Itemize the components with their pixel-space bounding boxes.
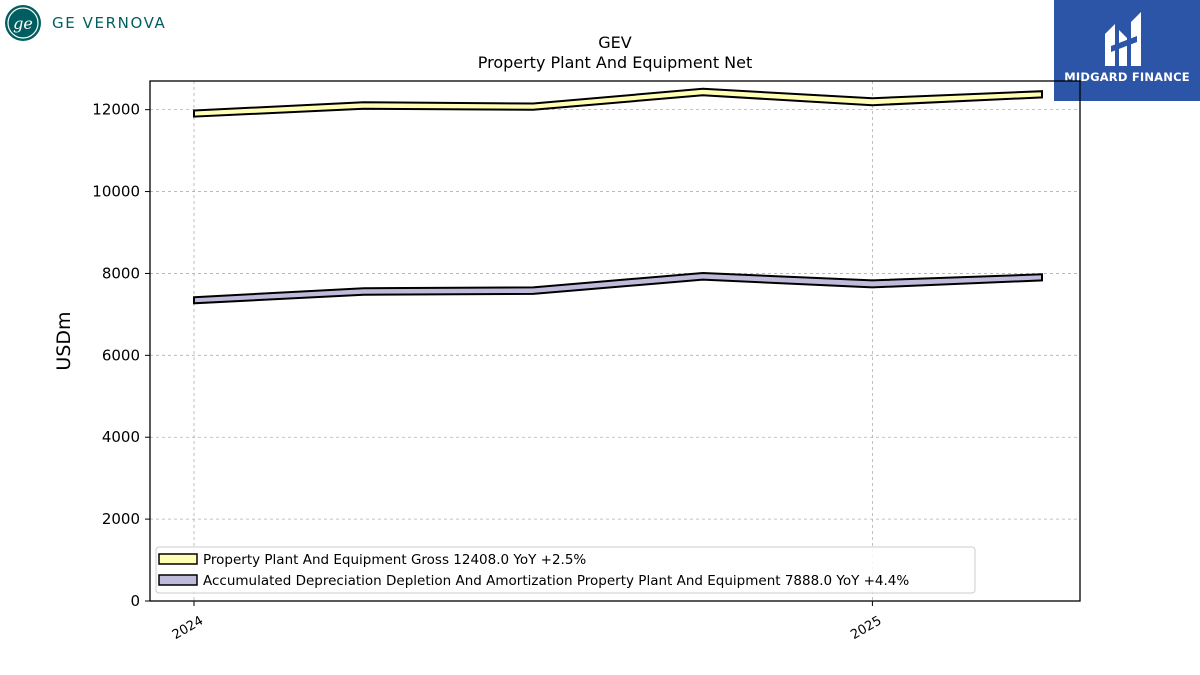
series-band-2 [193, 271, 1043, 305]
x-tick-label: 2024 [170, 613, 206, 643]
legend: Property Plant And Equipment Gross 12408… [155, 546, 976, 594]
x-tick-label: 2025 [848, 613, 884, 643]
chart-title: GEV [598, 33, 632, 52]
legend-box [155, 546, 976, 594]
y-tick-label: 4000 [102, 428, 140, 446]
ge-vernova-logo: ge GE VERNOVA [4, 4, 166, 42]
series-band-1 [193, 87, 1043, 118]
chart-subtitle: Property Plant And Equipment Net [478, 53, 753, 72]
legend-label: Accumulated Depreciation Depletion And A… [203, 573, 909, 589]
y-axis: 0 2000 4000 6000 8000 10000 12000 [92, 101, 150, 610]
y-tick-label: 10000 [92, 183, 140, 201]
company-name: GE VERNOVA [52, 14, 167, 32]
svg-text:ge: ge [13, 14, 33, 33]
midgard-finance-logo: MIDGARD FINANCE [1054, 0, 1200, 101]
y-tick-label: 2000 [102, 510, 140, 528]
legend-swatch [158, 553, 198, 565]
midgard-monogram-icon [1105, 12, 1141, 66]
y-tick-label: 8000 [102, 264, 140, 282]
plot-frame [149, 80, 1081, 602]
legend-swatch [158, 574, 198, 586]
y-axis-label: USDm [53, 311, 75, 370]
series-layer [193, 87, 1043, 305]
y-tick-label: 12000 [92, 101, 140, 119]
legend-label: Property Plant And Equipment Gross 12408… [203, 552, 586, 568]
y-tick-label: 6000 [102, 346, 140, 364]
ge-monogram-icon: ge [5, 5, 41, 41]
x-axis: 2024 2025 [170, 601, 884, 643]
publisher-name: MIDGARD FINANCE [1064, 70, 1190, 84]
y-tick-label: 0 [130, 592, 140, 610]
grid [150, 81, 1080, 602]
